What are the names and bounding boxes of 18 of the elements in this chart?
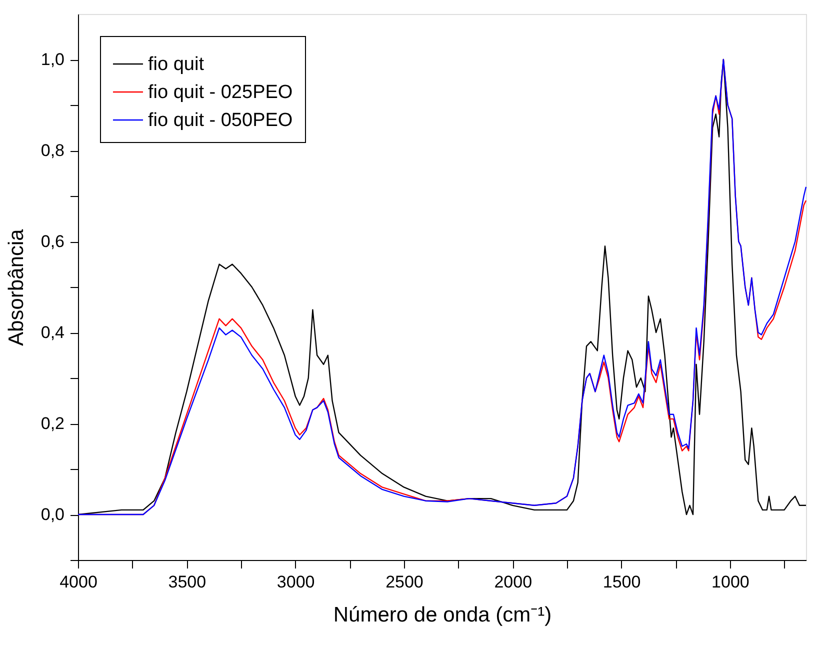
y-tick-label: 0,2: [40, 414, 64, 433]
x-tick-label: 3500: [168, 572, 206, 592]
y-tick-label: 0,4: [40, 323, 64, 342]
legend-label: fio quit: [148, 54, 205, 75]
x-tick-label: 1500: [602, 572, 641, 592]
legend-label: fio quit - 050PEO: [148, 110, 293, 131]
x-tick-label: 3000: [276, 572, 315, 592]
y-tick-label: 1,0: [40, 50, 64, 69]
y-tick-label: 0,0: [40, 505, 64, 524]
x-tick-label: 1000: [712, 572, 750, 592]
x-tick-label: 2000: [494, 572, 532, 592]
y-tick-label: 0,6: [40, 232, 64, 251]
x-tick-label: 4000: [60, 572, 98, 592]
x-tick-label: 2500: [386, 572, 424, 592]
legend-label: fio quit - 025PEO: [148, 82, 293, 103]
y-tick-label: 0,8: [40, 141, 64, 160]
x-axis-title: Número de onda (cm⁻¹): [333, 604, 552, 626]
y-axis-title: Absorbância: [4, 228, 28, 346]
